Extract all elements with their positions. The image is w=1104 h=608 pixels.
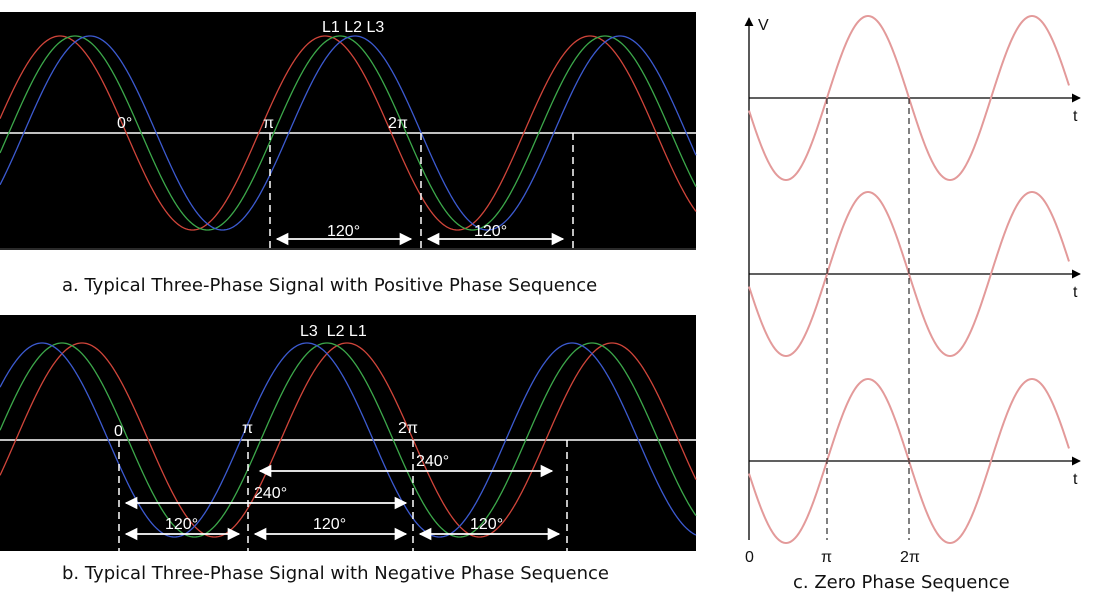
panel-c-t-label-2: t (1073, 284, 1078, 301)
panel-b-gap-label-120-3: 120° (470, 516, 503, 533)
panel-a-angle-2pi: 2π (388, 115, 408, 132)
panel-b-gap-label-120-1: 120° (165, 516, 198, 533)
panel-a-wave-l3 (0, 35, 697, 231)
panel-b-caption: b. Typical Three-Phase Signal with Negat… (62, 563, 609, 584)
panel-a-angle-0: 0° (117, 115, 132, 132)
panel-c-tick-0: 0 (745, 549, 754, 566)
panel-a-caption: a. Typical Three-Phase Signal with Posit… (62, 275, 597, 296)
panel-b-gap-label-240-top: 240° (416, 453, 449, 470)
panel-a-phase-labels: L1 L2 L3 (322, 19, 384, 36)
panel-c-t-label-1: t (1073, 108, 1078, 125)
panel-b-wave-l2 (0, 342, 697, 538)
panel-b-gap-label-120-2: 120° (313, 516, 346, 533)
panel-a-wave-l1 (0, 35, 697, 231)
panel-a-angle-pi: π (263, 115, 274, 132)
panel-c-v-label: V (758, 17, 769, 34)
panel-c-t-label-3: t (1073, 471, 1078, 488)
panel-a-gap-label-1: 120° (327, 223, 360, 240)
panel-c-tick-2pi: 2π (900, 549, 920, 566)
panel-c-caption: c. Zero Phase Sequence (793, 572, 1010, 593)
panel-b-wave-l1 (0, 342, 697, 538)
panel-b-gap-label-240-bottom: 240° (254, 485, 287, 502)
panel-b-angle-pi: π (242, 420, 253, 437)
panel-a-gap-label-2: 120° (474, 223, 507, 240)
panel-b: L3 L2 L1 0 π 2π 240° 240° 120° 120° 120° (0, 315, 697, 551)
panel-b-angle-2pi: 2π (398, 420, 418, 437)
panel-b-background (0, 315, 696, 551)
panel-a-background (0, 12, 696, 250)
panel-b-wave-l3 (0, 342, 697, 538)
panel-c: V t t t 0 π 2π (744, 14, 1081, 566)
panel-b-phase-labels: L3 L2 L1 (300, 323, 367, 340)
panel-b-angle-0: 0 (114, 423, 123, 440)
panel-a: L1 L2 L3 0° π 2π 120° 120° (0, 12, 697, 250)
panel-c-tick-pi: π (821, 549, 832, 566)
